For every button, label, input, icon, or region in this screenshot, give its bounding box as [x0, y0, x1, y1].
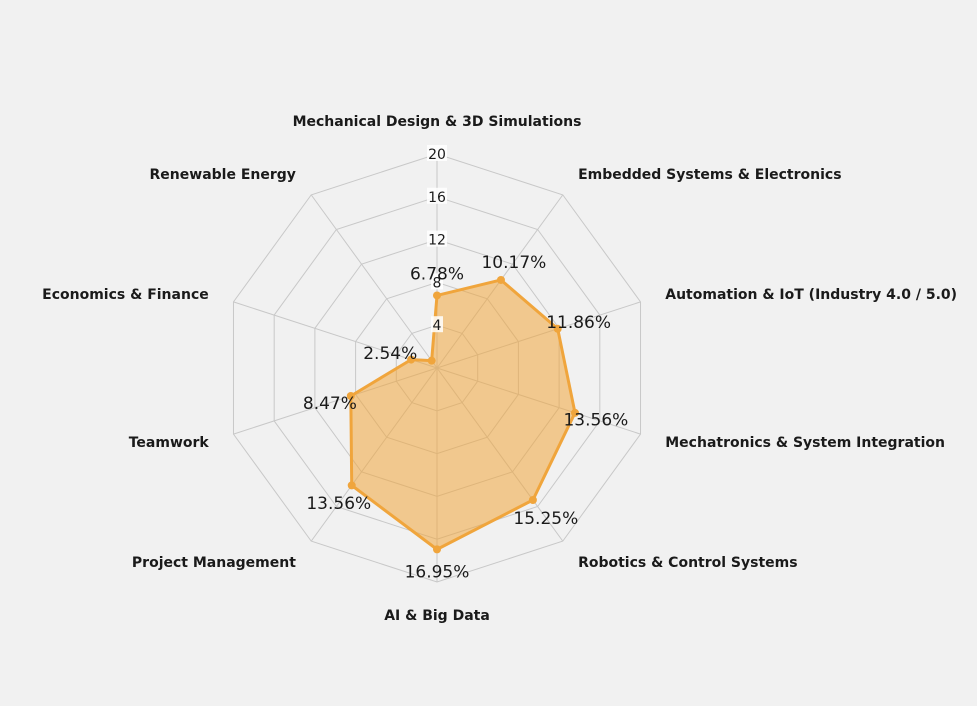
grid-spoke-9 [310, 194, 438, 369]
category-label: Automation & IoT (Industry 4.0 / 5.0) [665, 287, 957, 303]
category-label: Project Management [132, 555, 296, 571]
data-label: 15.25% [513, 509, 578, 529]
data-label: 13.56% [306, 494, 371, 514]
data-point[interactable] [347, 481, 356, 490]
data-point[interactable] [433, 291, 441, 300]
category-label: Economics & Finance [42, 287, 209, 303]
data-label: 2.54% [363, 344, 417, 364]
category-labels: Mechanical Design & 3D Simulations Embedd… [42, 114, 957, 624]
tick-label-bg [431, 316, 443, 333]
data-label: 13.56% [563, 411, 628, 431]
data-point[interactable] [570, 408, 579, 417]
radial-tick-label: 20 [428, 147, 446, 163]
data-label: 10.17% [481, 253, 546, 273]
data-label: 11.86% [546, 313, 611, 333]
data-point[interactable] [346, 392, 355, 401]
data-point[interactable] [407, 355, 416, 364]
category-label: AI & Big Data [384, 608, 490, 624]
data-point[interactable] [427, 356, 436, 365]
grid-spoke-8 [233, 301, 438, 369]
radar-series-area [346, 275, 579, 554]
category-label: Teamwork [129, 435, 210, 451]
tick-label-bg [427, 230, 447, 247]
data-point[interactable] [433, 545, 441, 554]
data-point[interactable] [553, 324, 562, 333]
tick-label-bg [427, 145, 447, 161]
data-label: 8.47% [303, 394, 357, 414]
radial-tick-label: 12 [428, 233, 446, 249]
radial-tick-label: 4 [433, 318, 442, 334]
radial-ticks: 4 8 12 16 20 [427, 145, 447, 334]
radial-tick-label: 8 [433, 275, 442, 291]
data-point[interactable] [496, 275, 505, 284]
category-label: Mechanical Design & 3D Simulations [293, 114, 582, 130]
category-label: Renewable Energy [150, 167, 296, 183]
data-label: 16.95% [405, 562, 470, 582]
data-label: 6.78% [410, 264, 464, 284]
data-point[interactable] [528, 496, 537, 505]
radial-tick-label: 16 [428, 190, 446, 206]
data-labels: 6.78% 10.17% 11.86% 13.56% 15.25% 16.95% 13.56… [303, 253, 628, 582]
category-label: Mechatronics & System Integration [665, 435, 945, 451]
category-label: Robotics & Control Systems [578, 555, 798, 571]
tick-label-bg [431, 273, 443, 290]
category-label: Embedded Systems & Electronics [578, 167, 841, 183]
tick-label-bg [427, 187, 447, 204]
